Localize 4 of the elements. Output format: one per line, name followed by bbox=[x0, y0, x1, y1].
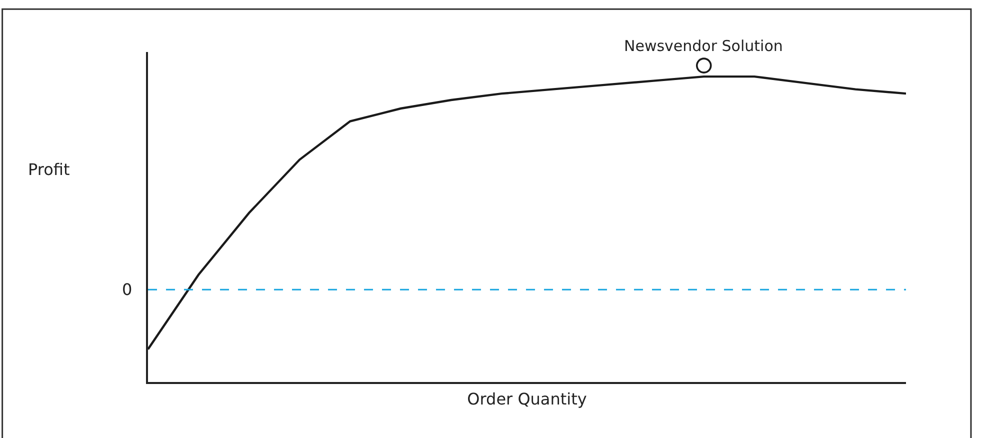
ref-line-label: 0 bbox=[122, 280, 132, 299]
y-axis-title: Profit bbox=[28, 160, 70, 179]
x-axis-title: Order Quantity bbox=[467, 389, 587, 408]
annotation: Newsvendor Solution bbox=[624, 37, 783, 55]
